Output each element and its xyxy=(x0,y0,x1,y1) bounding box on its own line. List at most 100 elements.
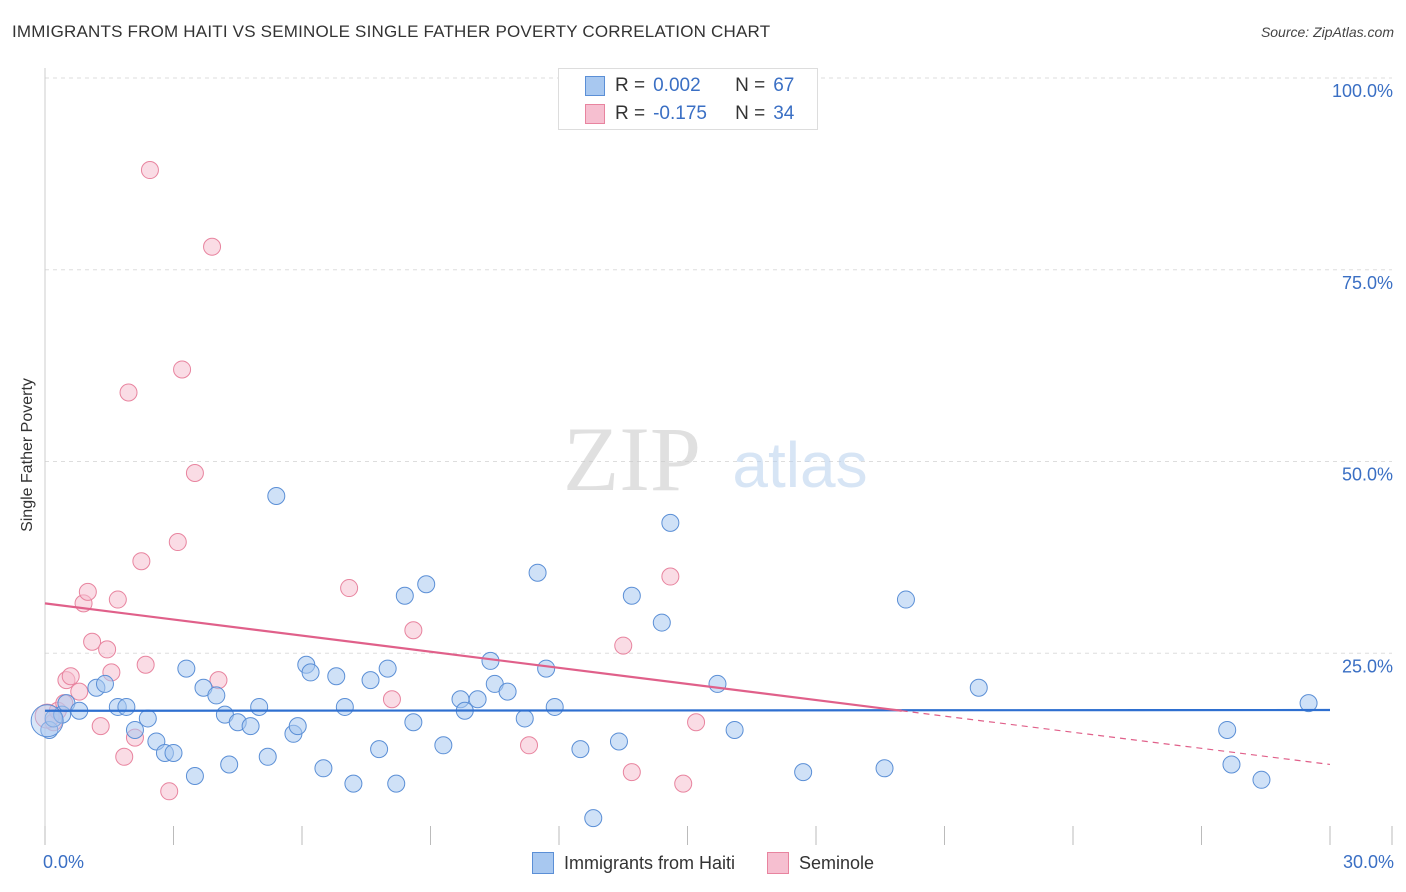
haiti-point xyxy=(708,674,727,693)
haiti-point xyxy=(896,590,915,609)
haiti-point xyxy=(125,720,144,739)
seminole-point xyxy=(98,640,117,659)
legend-label-seminole: Seminole xyxy=(798,852,875,873)
legend-label-haiti: Immigrants from Haiti xyxy=(563,852,735,873)
haiti-point xyxy=(622,586,641,605)
haiti-point xyxy=(1252,770,1271,789)
haiti-point xyxy=(164,743,183,762)
legend-swatch-haiti xyxy=(531,852,554,874)
haiti-point xyxy=(314,759,333,778)
haiti-point xyxy=(387,774,406,793)
haiti-points xyxy=(30,487,1318,828)
haiti-point xyxy=(584,809,603,828)
haiti-point xyxy=(258,747,277,766)
y-tick-label: 75.0% xyxy=(1342,273,1393,293)
haiti-point xyxy=(434,736,453,755)
haiti-point xyxy=(370,740,389,759)
seminole-point xyxy=(661,567,680,586)
seminole-point xyxy=(340,579,359,598)
seminole-point xyxy=(674,774,693,793)
watermark: ZIP atlas xyxy=(563,408,868,510)
seminole-point xyxy=(185,464,204,483)
chart-title: IMMIGRANTS FROM HAITI VS SEMINOLE SINGLE… xyxy=(12,22,771,41)
n-value: 67 xyxy=(773,75,795,96)
haiti-point xyxy=(395,586,414,605)
seminole-point xyxy=(614,636,633,655)
haiti-point xyxy=(1222,755,1241,774)
haiti-point xyxy=(185,766,204,785)
seminole-trend-line xyxy=(44,602,902,712)
watermark-zip: ZIP xyxy=(563,408,701,510)
haiti-point xyxy=(1218,720,1237,739)
seminole-point xyxy=(173,360,192,379)
haiti-point xyxy=(417,575,436,594)
seminole-point xyxy=(203,237,222,256)
haiti-point xyxy=(301,663,320,682)
seminole-point xyxy=(136,655,155,674)
seminole-point xyxy=(382,690,401,709)
seminole-point xyxy=(83,632,102,651)
r-label: R = xyxy=(615,75,646,96)
haiti-point xyxy=(327,667,346,686)
seminole-point xyxy=(70,682,89,701)
haiti-point xyxy=(652,613,671,632)
haiti-point xyxy=(404,713,423,732)
trend-lines xyxy=(44,602,1331,766)
haiti-point xyxy=(250,697,269,716)
haiti-point xyxy=(468,690,487,709)
haiti-point xyxy=(288,717,307,736)
y-tick-label: 25.0% xyxy=(1342,656,1393,676)
haiti-point xyxy=(794,763,813,782)
seminole-point xyxy=(91,717,110,736)
source-label: Source: ZipAtlas.com xyxy=(1260,24,1394,40)
n-value: 34 xyxy=(773,103,795,124)
seminole-point xyxy=(404,621,423,640)
haiti-point xyxy=(241,717,260,736)
r-value: 0.002 xyxy=(653,75,701,96)
seminole-swatch xyxy=(585,104,605,124)
haiti-point xyxy=(725,720,744,739)
y-tick-labels: 25.0% 50.0% 75.0% 100.0% xyxy=(1332,81,1393,676)
seminole-point xyxy=(61,667,80,686)
axes xyxy=(44,68,1393,845)
haiti-trend-line xyxy=(44,708,1331,712)
haiti-point xyxy=(545,697,564,716)
stats-box: R = 0.002 N = 67 R = -0.175 N = 34 xyxy=(558,68,818,130)
seminole-point xyxy=(119,383,138,402)
legend-item-haiti[interactable]: Immigrants from Haiti xyxy=(531,852,735,874)
haiti-point xyxy=(875,759,894,778)
haiti-point xyxy=(177,659,196,678)
seminole-point xyxy=(160,782,179,801)
haiti-point xyxy=(537,659,556,678)
stats-row-haiti: R = 0.002 N = 67 xyxy=(559,72,794,100)
stats-row-seminole: R = -0.175 N = 34 xyxy=(559,100,794,128)
y-tick-label: 50.0% xyxy=(1342,465,1393,485)
seminole-point xyxy=(108,590,127,609)
seminole-point xyxy=(622,763,641,782)
seminole-point xyxy=(140,161,159,180)
haiti-point xyxy=(661,513,680,532)
haiti-point xyxy=(117,697,136,716)
haiti-point xyxy=(498,682,517,701)
n-label: N = xyxy=(735,103,766,124)
r-value: -0.175 xyxy=(653,103,707,124)
seminole-trend-line-extrapolated xyxy=(901,710,1331,766)
seminole-point xyxy=(209,671,228,690)
seminole-point xyxy=(520,736,539,755)
legend-swatch-seminole xyxy=(766,852,789,874)
haiti-point xyxy=(571,740,590,759)
seminole-point xyxy=(687,713,706,732)
seminole-point xyxy=(168,533,187,552)
watermark-atlas: atlas xyxy=(732,429,867,501)
haiti-point xyxy=(1299,694,1318,713)
legend-item-seminole[interactable]: Seminole xyxy=(766,852,875,874)
haiti-point xyxy=(267,487,286,506)
haiti-point xyxy=(220,755,239,774)
y-tick-label: 100.0% xyxy=(1332,81,1393,101)
seminole-point xyxy=(115,747,134,766)
x-tick-label-max: 30.0% xyxy=(1342,852,1394,872)
haiti-point xyxy=(95,674,114,693)
x-tick-label-min: 0.0% xyxy=(43,852,85,872)
haiti-point xyxy=(361,671,380,690)
